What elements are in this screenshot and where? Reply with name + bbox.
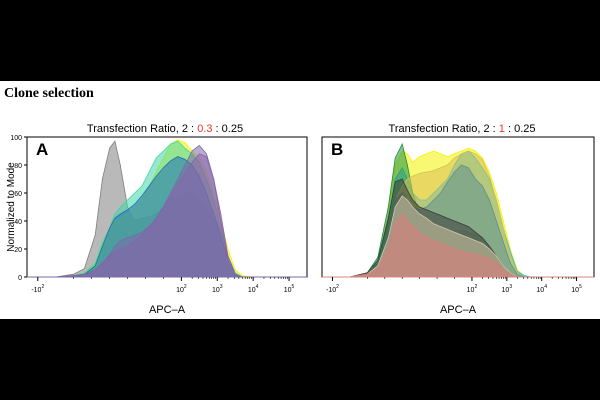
x-tick-exp: 2 xyxy=(41,284,44,290)
x-tick-label: 102 xyxy=(467,284,478,294)
x-tick-base: 10 xyxy=(502,287,510,294)
x-axis-label: APC–A xyxy=(149,304,186,316)
x-tick-exp: 3 xyxy=(220,284,223,290)
x-tick-exp: 4 xyxy=(544,284,547,290)
y-tick-label: 100 xyxy=(10,135,22,142)
x-tick-base: 10 xyxy=(176,287,184,294)
x-tick-base: 10 xyxy=(536,287,544,294)
chart-title: Transfection Ratio, 2 : 0.3 : 0.25 xyxy=(87,123,243,135)
y-tick-label: 40 xyxy=(14,219,22,226)
x-tick-base: 10 xyxy=(284,287,292,294)
y-tick-label: 0 xyxy=(18,275,22,282)
panel-label: A xyxy=(36,140,48,159)
x-tick-label: 105 xyxy=(571,284,582,294)
series-gray-lavender xyxy=(27,144,307,278)
x-tick-exp: 5 xyxy=(579,284,582,290)
x-tick-label: 103 xyxy=(212,284,223,294)
title-part-1: 1 xyxy=(499,123,505,135)
x-tick-base: 10 xyxy=(467,287,475,294)
x-tick-label: -102 xyxy=(31,284,44,294)
x-tick-label: 104 xyxy=(536,284,547,294)
y-tick-label: 80 xyxy=(14,163,22,170)
title-part-1: 0.3 xyxy=(197,123,212,135)
title-part-0: Transfection Ratio, 2 : xyxy=(87,123,197,135)
x-tick-exp: 2 xyxy=(336,284,339,290)
y-axis-label: Normalized to Mode xyxy=(6,162,17,252)
x-tick-exp: 2 xyxy=(474,284,477,290)
x-tick-label: 102 xyxy=(176,284,187,294)
chart-panel-a: Transfection Ratio, 2 : 0.3 : 0.25 0 20 40 6… xyxy=(6,123,308,316)
series-pink-red xyxy=(322,213,594,278)
x-axis-label: APC–A xyxy=(440,304,477,316)
panel-label: B xyxy=(331,140,343,159)
x-tick-exp: 3 xyxy=(509,284,512,290)
title-part-2: : 0.25 xyxy=(212,123,243,135)
y-tick-label: 60 xyxy=(14,191,22,198)
x-tick-exp: 2 xyxy=(184,284,187,290)
title-part-2: : 0.25 xyxy=(505,123,536,135)
x-tick-label: -102 xyxy=(326,284,339,294)
x-tick-base: 10 xyxy=(571,287,579,294)
title-part-0: Transfection Ratio, 2 : xyxy=(389,123,499,135)
chart-panel-b: Transfection Ratio, 2 : 1 : 0.25-102 102 1… xyxy=(321,123,595,316)
x-tick-exp: 5 xyxy=(292,284,295,290)
x-tick-base: -10 xyxy=(31,287,41,294)
x-tick-label: 104 xyxy=(248,284,259,294)
y-tick-label: 20 xyxy=(14,247,22,254)
chart-title: Transfection Ratio, 2 : 1 : 0.25 xyxy=(389,123,536,135)
page-title: Clone selection xyxy=(4,86,94,101)
x-tick-base: -10 xyxy=(326,287,336,294)
x-tick-label: 105 xyxy=(284,284,295,294)
x-tick-base: 10 xyxy=(212,287,220,294)
x-tick-label: 103 xyxy=(502,284,513,294)
x-tick-exp: 4 xyxy=(256,284,259,290)
x-tick-base: 10 xyxy=(248,287,256,294)
